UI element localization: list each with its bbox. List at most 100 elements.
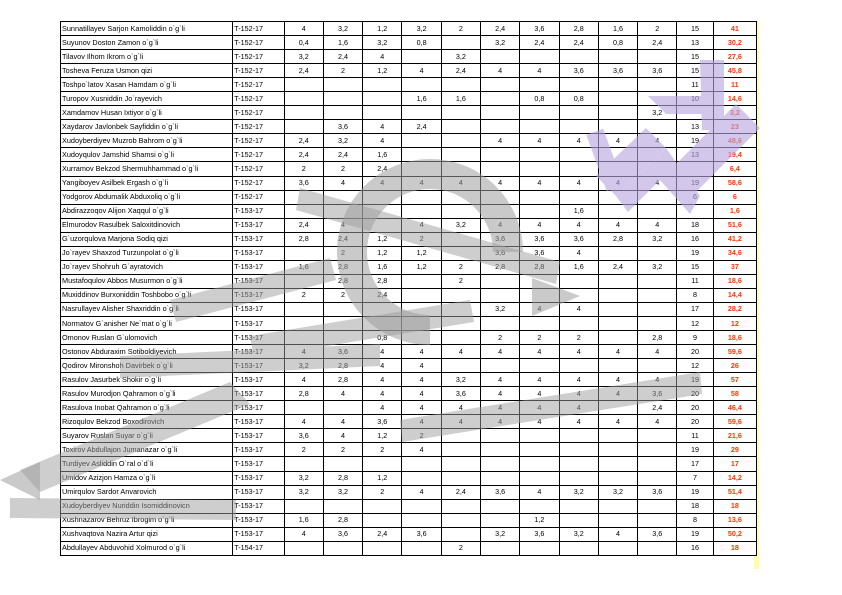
score-cell[interactable] [597,189,639,205]
table-row[interactable]: Tosheva Feruza Usmon qizi T-152-17 2,4 2 1,2… [59,63,758,79]
total-score-cell[interactable]: 3,2 [712,105,758,121]
score-cell[interactable] [519,49,560,65]
score-cell[interactable]: 4 [440,175,482,191]
score-cell[interactable] [597,358,639,374]
total-score-cell[interactable]: 14,6 [712,91,758,107]
student-name-cell[interactable]: Ostonov Abduraxim Sotiboldiyevich [59,344,234,360]
table-row[interactable]: Rasulova Inobat Qahramon o`g`li T-153-17 4… [59,400,758,416]
score-cell[interactable] [597,400,639,416]
score-cell[interactable] [519,161,560,177]
total-score-cell[interactable]: 18,6 [712,330,758,346]
score-cell[interactable] [597,330,639,346]
score-cell[interactable] [283,301,324,317]
student-name-cell[interactable]: Rasulov Jasurbek Shokir o`g`li [59,372,234,388]
score-cell[interactable]: 3,6 [558,231,599,247]
total-score-cell[interactable]: 48,6 [712,133,758,149]
table-row[interactable]: Nasrullayev Alisher Shaxriddin o`g`li T-1… [59,301,758,317]
score-cell[interactable] [558,161,599,177]
attendance-count-cell[interactable]: 15 [676,63,714,79]
score-cell[interactable]: 3,6 [479,231,521,247]
score-cell[interactable] [440,245,482,261]
attendance-count-cell[interactable]: 13 [676,35,714,51]
table-row[interactable]: Rasulov Murodjon Qahramon o`g`li T-153-17… [59,386,758,402]
total-score-cell[interactable]: 59,6 [712,344,758,360]
score-cell[interactable]: 1,6 [440,91,482,107]
score-cell[interactable]: 3,6 [519,231,560,247]
score-cell[interactable] [283,273,324,289]
score-cell[interactable]: 1,6 [283,512,324,528]
score-cell[interactable] [479,77,521,93]
score-cell[interactable]: 2,8 [322,470,364,486]
score-cell[interactable]: 0,8 [519,91,560,107]
total-score-cell[interactable]: 37 [712,259,758,275]
score-cell[interactable]: 2,4 [637,400,678,416]
score-cell[interactable]: 3,6 [362,414,403,430]
student-name-cell[interactable]: Abdullayev Abduvohid Xolmurod o`g`li [59,540,234,556]
score-cell[interactable] [322,456,364,472]
group-code-cell[interactable]: T-153-17 [232,400,285,416]
score-cell[interactable]: 2,4 [637,35,678,51]
total-score-cell[interactable]: 50,2 [712,526,758,542]
score-cell[interactable]: 2,4 [283,63,324,79]
group-code-cell[interactable]: T-153-17 [232,259,285,275]
score-cell[interactable] [440,470,482,486]
score-cell[interactable]: 0,4 [283,35,324,51]
attendance-count-cell[interactable]: 19 [676,245,714,261]
student-name-cell[interactable]: Nasrullayev Alisher Shaxriddin o`g`li [59,301,234,317]
group-code-cell[interactable]: T-152-17 [232,20,285,37]
score-cell[interactable] [597,273,639,289]
score-cell[interactable]: 3,6 [401,526,442,542]
score-cell[interactable]: 4 [519,484,560,500]
score-cell[interactable]: 4 [597,133,639,149]
score-cell[interactable] [440,35,482,51]
score-cell[interactable] [558,77,599,93]
score-cell[interactable] [519,119,560,135]
score-cell[interactable] [322,315,364,332]
score-cell[interactable] [479,119,521,135]
table-row[interactable]: G`uzorqulova Marjona Sodiq qizi T-153-17 2… [59,231,758,247]
score-cell[interactable] [440,498,482,514]
total-score-cell[interactable]: 11 [712,77,758,93]
score-cell[interactable]: 3,2 [362,35,403,51]
score-cell[interactable] [362,512,403,528]
total-score-cell[interactable]: 1,6 [712,203,758,219]
score-cell[interactable] [637,498,678,514]
score-cell[interactable] [637,301,678,317]
score-cell[interactable]: 4 [283,526,324,542]
score-cell[interactable] [362,105,403,121]
total-score-cell[interactable]: 57 [712,372,758,388]
table-row[interactable]: Xudoyqulov Jamshid Shamsi o`g`li T-152-17… [59,147,758,163]
total-score-cell[interactable]: 27,6 [712,49,758,65]
score-cell[interactable] [558,512,599,528]
total-score-cell[interactable]: 51,6 [712,217,758,233]
score-cell[interactable]: 3,2 [283,358,324,374]
score-cell[interactable]: 1,2 [519,512,560,528]
student-name-cell[interactable]: Xurramov Bekzod Shermuhhammad o`g`li [59,161,234,177]
table-row[interactable]: Abdirazzoqov Alijon Xaqqul o`g`li T-153-1… [59,203,758,219]
score-cell[interactable] [362,189,403,205]
score-cell[interactable] [440,203,482,219]
attendance-count-cell[interactable]: 19 [676,484,714,500]
score-cell[interactable] [322,540,364,556]
group-code-cell[interactable]: T-153-17 [232,526,285,542]
score-cell[interactable]: 3,6 [637,484,678,500]
score-cell[interactable] [519,498,560,514]
score-cell[interactable] [597,161,639,177]
score-cell[interactable] [558,470,599,486]
score-cell[interactable] [637,470,678,486]
score-cell[interactable]: 0,8 [362,330,403,346]
score-cell[interactable]: 2 [322,287,364,303]
score-cell[interactable]: 2 [362,484,403,500]
student-name-cell[interactable]: Turdiyev Asliddin O`ral o`d`li [59,456,234,472]
student-name-cell[interactable]: Rizoqulov Bekzod Boxodirovich [59,414,234,430]
score-cell[interactable] [637,119,678,135]
score-cell[interactable]: 4 [519,133,560,149]
student-name-cell[interactable]: Omonov Ruslan G`ulomovich [59,330,234,346]
score-cell[interactable]: 4 [637,175,678,191]
table-row[interactable]: Xamdamov Husan Ixtiyor o`g`li T-152-17 3,2… [59,105,758,121]
score-cell[interactable]: 4 [597,175,639,191]
score-cell[interactable] [519,147,560,163]
score-cell[interactable] [362,498,403,514]
score-cell[interactable] [440,105,482,121]
score-cell[interactable] [479,358,521,374]
